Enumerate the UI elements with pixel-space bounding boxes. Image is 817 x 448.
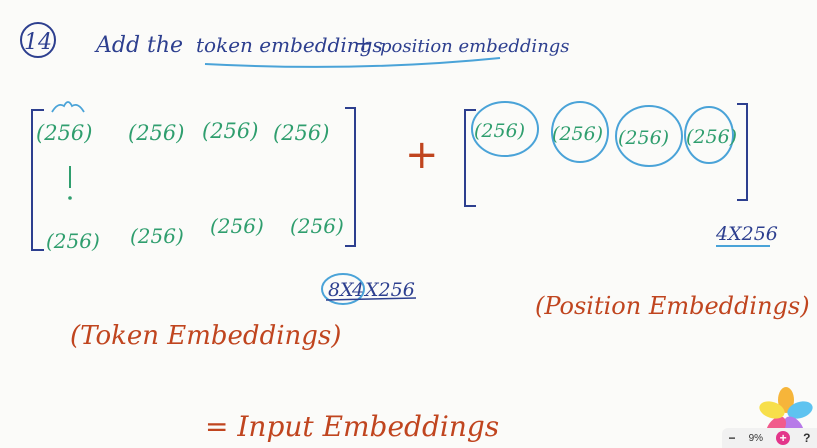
position-vector-circle	[684, 106, 734, 164]
position-vector: (256)	[474, 120, 525, 142]
token-vector: (256)	[210, 214, 264, 238]
position-vector: (256)	[552, 123, 603, 145]
input-embeddings-result: = Input Embeddings	[205, 410, 499, 443]
token-vector: (256)	[46, 229, 100, 253]
token-shape-d1: 8	[328, 279, 340, 301]
token-shape-x1: X	[338, 279, 355, 301]
position-vector-circle	[551, 101, 609, 163]
heading-prefix: Add the	[94, 33, 183, 58]
position-embeddings-caption: (Position Embeddings)	[535, 292, 810, 320]
position-vector: (256)	[686, 126, 737, 148]
heading-underline	[204, 57, 501, 68]
plus-sign: +	[405, 132, 439, 178]
token-shape-highlight	[321, 273, 365, 305]
token-vector: (256)	[130, 224, 184, 248]
position-vector-circle	[471, 101, 539, 157]
position-matrix-right-bracket	[737, 103, 748, 201]
position-vector: (256)	[618, 127, 669, 149]
heading-term-token: token embeddings	[196, 33, 383, 57]
token-vector: (256)	[290, 214, 344, 238]
token-vector: (256)	[36, 121, 92, 145]
token-vector: (256)	[273, 121, 329, 145]
token-shape-rest: X256	[363, 279, 415, 301]
row-ellipsis-dot	[68, 196, 72, 200]
heading-plus: +	[355, 31, 372, 55]
first-vector-brace	[51, 101, 85, 113]
help-button[interactable]: ?	[803, 431, 811, 445]
step-number-circle	[20, 22, 56, 58]
token-matrix-left-bracket	[31, 109, 44, 251]
position-vector-circle	[615, 105, 683, 167]
heading-term-position: position embeddings	[380, 36, 570, 57]
token-matrix-right-bracket	[345, 107, 356, 247]
position-matrix-shape: 4X256	[715, 223, 778, 245]
position-matrix-left-bracket	[464, 109, 476, 207]
token-embeddings-caption: (Token Embeddings)	[70, 321, 341, 351]
zoom-controls: − 9% + ?	[722, 428, 817, 448]
token-shape-underline	[325, 297, 417, 301]
step-number: 14	[24, 30, 52, 55]
zoom-in-button[interactable]: +	[776, 431, 791, 445]
token-vector: (256)	[202, 119, 258, 143]
token-vector: (256)	[128, 121, 184, 145]
zoom-level: 9%	[748, 432, 764, 444]
zoom-out-button[interactable]: −	[728, 431, 736, 445]
